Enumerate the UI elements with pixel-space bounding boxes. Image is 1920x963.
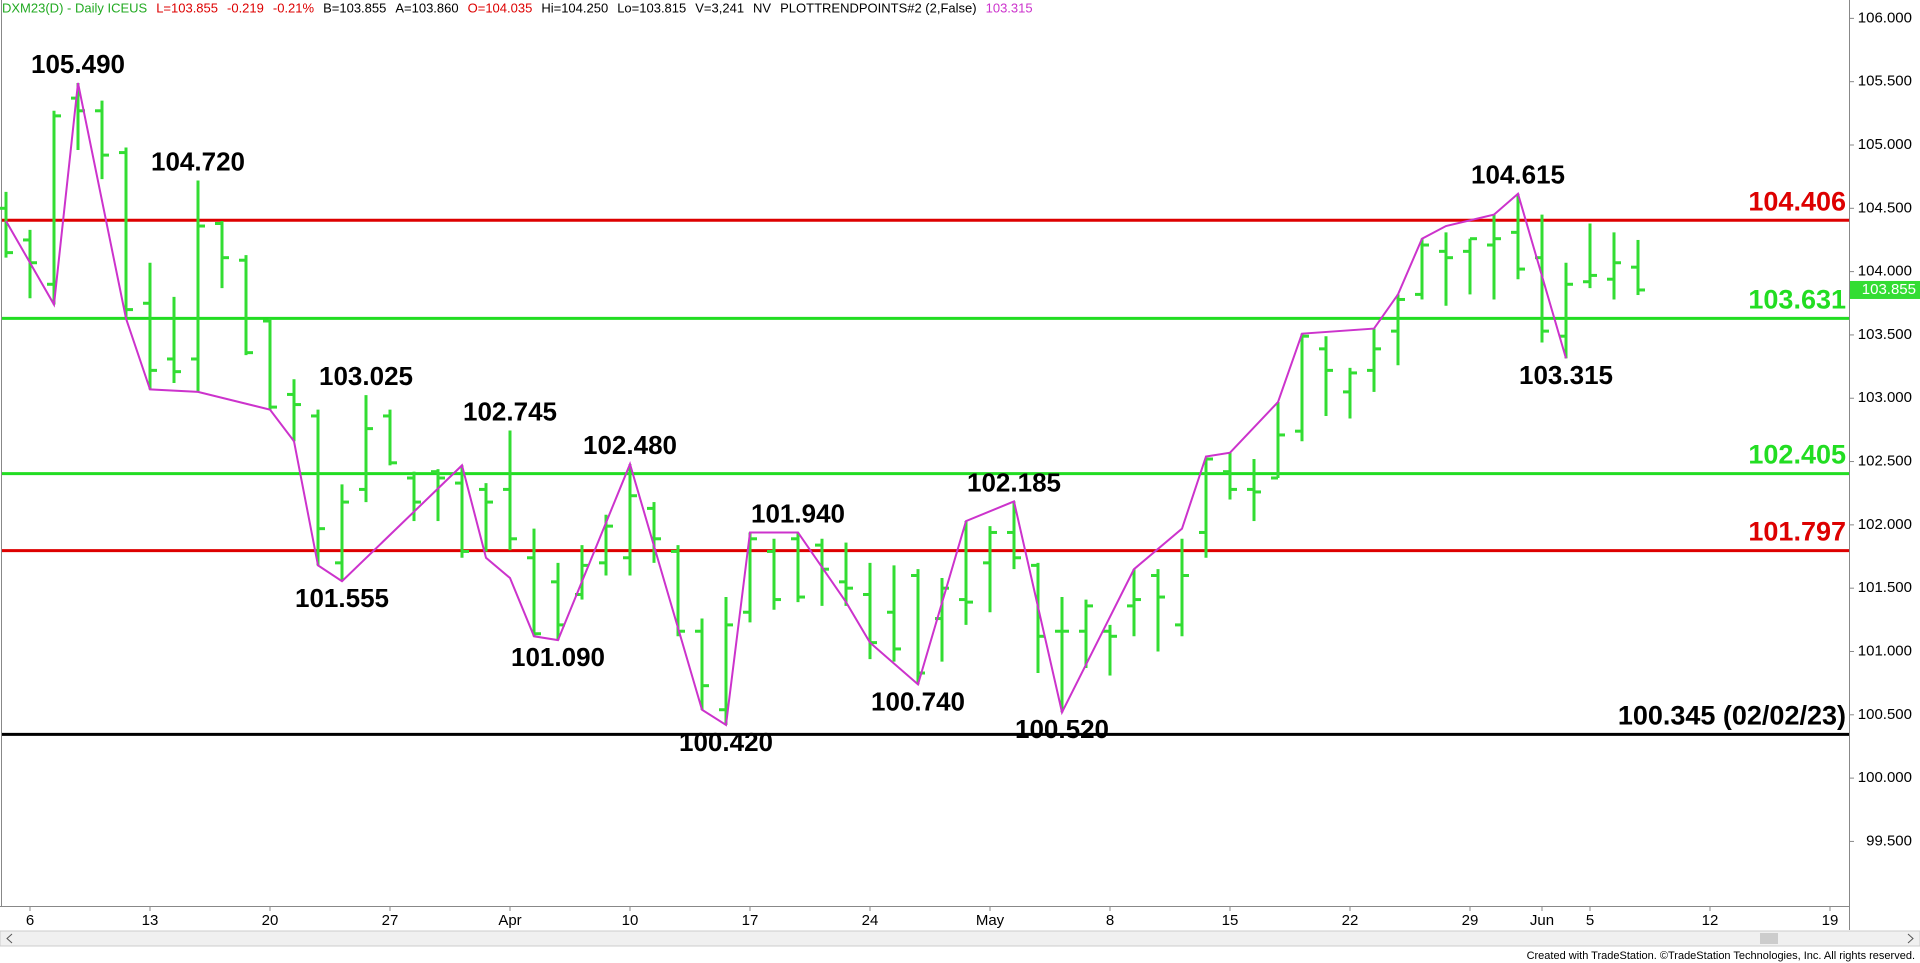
y-tick-label: 100.500 <box>1858 706 1912 723</box>
x-tick-label: 10 <box>622 912 639 929</box>
header-item: -0.219 <box>227 0 264 15</box>
last-price-label: 103.855 <box>1862 281 1916 298</box>
x-tick-label: 29 <box>1462 912 1479 929</box>
level-label: 101.797 <box>1748 517 1846 547</box>
level-label: 100.345 (02/02/23) <box>1618 701 1846 731</box>
swing-label: 100.520 <box>1015 714 1109 744</box>
x-tick-label: 6 <box>26 912 34 929</box>
x-tick-label: 15 <box>1222 912 1239 929</box>
y-tick-label: 99.500 <box>1866 832 1912 849</box>
swing-label: 105.490 <box>31 49 125 79</box>
x-tick-label: 20 <box>262 912 279 929</box>
scroll-thumb[interactable] <box>1760 933 1778 944</box>
y-tick-label: 106.000 <box>1858 9 1912 26</box>
level-label: 104.406 <box>1748 186 1846 216</box>
swing-label: 103.025 <box>319 361 413 391</box>
header-item: B=103.855 <box>323 0 386 15</box>
header-item: DXM23(D) - Daily ICEUS <box>2 0 148 15</box>
swing-label: 102.480 <box>583 430 677 460</box>
y-tick-label: 104.000 <box>1858 263 1912 280</box>
y-tick-label: 102.500 <box>1858 453 1912 470</box>
header-item: O=104.035 <box>468 0 533 15</box>
x-tick-label: Apr <box>498 912 521 929</box>
swing-label: 101.090 <box>511 642 605 672</box>
y-tick-label: 101.000 <box>1858 642 1912 659</box>
y-tick-label: 103.500 <box>1858 326 1912 343</box>
x-tick-label: 27 <box>382 912 399 929</box>
swing-label: 100.740 <box>871 686 965 716</box>
level-label: 103.631 <box>1748 284 1846 314</box>
header-item: Hi=104.250 <box>541 0 608 15</box>
x-tick-label: May <box>976 912 1005 929</box>
swing-label: 100.420 <box>679 727 773 757</box>
y-tick-label: 100.000 <box>1858 769 1912 786</box>
header-item: Lo=103.815 <box>617 0 686 15</box>
scrollbar[interactable] <box>0 930 1920 947</box>
x-tick-label: 22 <box>1342 912 1359 929</box>
header-item: -0.21% <box>273 0 315 15</box>
scroll-right[interactable] <box>1907 933 1914 944</box>
swing-label: 101.940 <box>751 498 845 528</box>
footer: Created with TradeStation. ©TradeStation… <box>1527 950 1915 962</box>
x-tick-label: 24 <box>862 912 879 929</box>
header-item: L=103.855 <box>156 0 218 15</box>
swing-label: 104.720 <box>151 146 245 176</box>
swing-label: 102.745 <box>463 396 557 426</box>
x-tick-label: 19 <box>1822 912 1839 929</box>
y-tick-label: 103.000 <box>1858 389 1912 406</box>
swing-label: 102.185 <box>967 467 1061 497</box>
scroll-left[interactable] <box>6 933 13 944</box>
level-label: 102.405 <box>1748 440 1846 470</box>
header-item: 103.315 <box>986 0 1033 15</box>
swing-label: 104.615 <box>1471 160 1565 190</box>
y-tick-label: 104.500 <box>1858 199 1912 216</box>
x-tick-label: Jun <box>1530 912 1554 929</box>
y-tick-label: 105.000 <box>1858 136 1912 153</box>
last-price-tag <box>1850 280 1920 299</box>
y-tick-label: 105.500 <box>1858 73 1912 90</box>
header-item: NV <box>753 0 771 15</box>
x-tick-label: 8 <box>1106 912 1114 929</box>
x-tick-label: 17 <box>742 912 759 929</box>
swing-label: 103.315 <box>1519 360 1613 390</box>
x-tick-label: 5 <box>1586 912 1594 929</box>
swing-label: 101.555 <box>295 583 389 613</box>
y-tick-label: 102.000 <box>1858 516 1912 533</box>
header-item: PLOTTRENDPOINTS#2 (2,False) <box>780 0 977 15</box>
y-tick-label: 101.500 <box>1858 579 1912 596</box>
header-item: V=3,241 <box>695 0 744 15</box>
x-tick-label: 13 <box>142 912 159 929</box>
x-tick-label: 12 <box>1702 912 1719 929</box>
trend-line <box>5 82 1567 727</box>
header-item: A=103.860 <box>395 0 458 15</box>
